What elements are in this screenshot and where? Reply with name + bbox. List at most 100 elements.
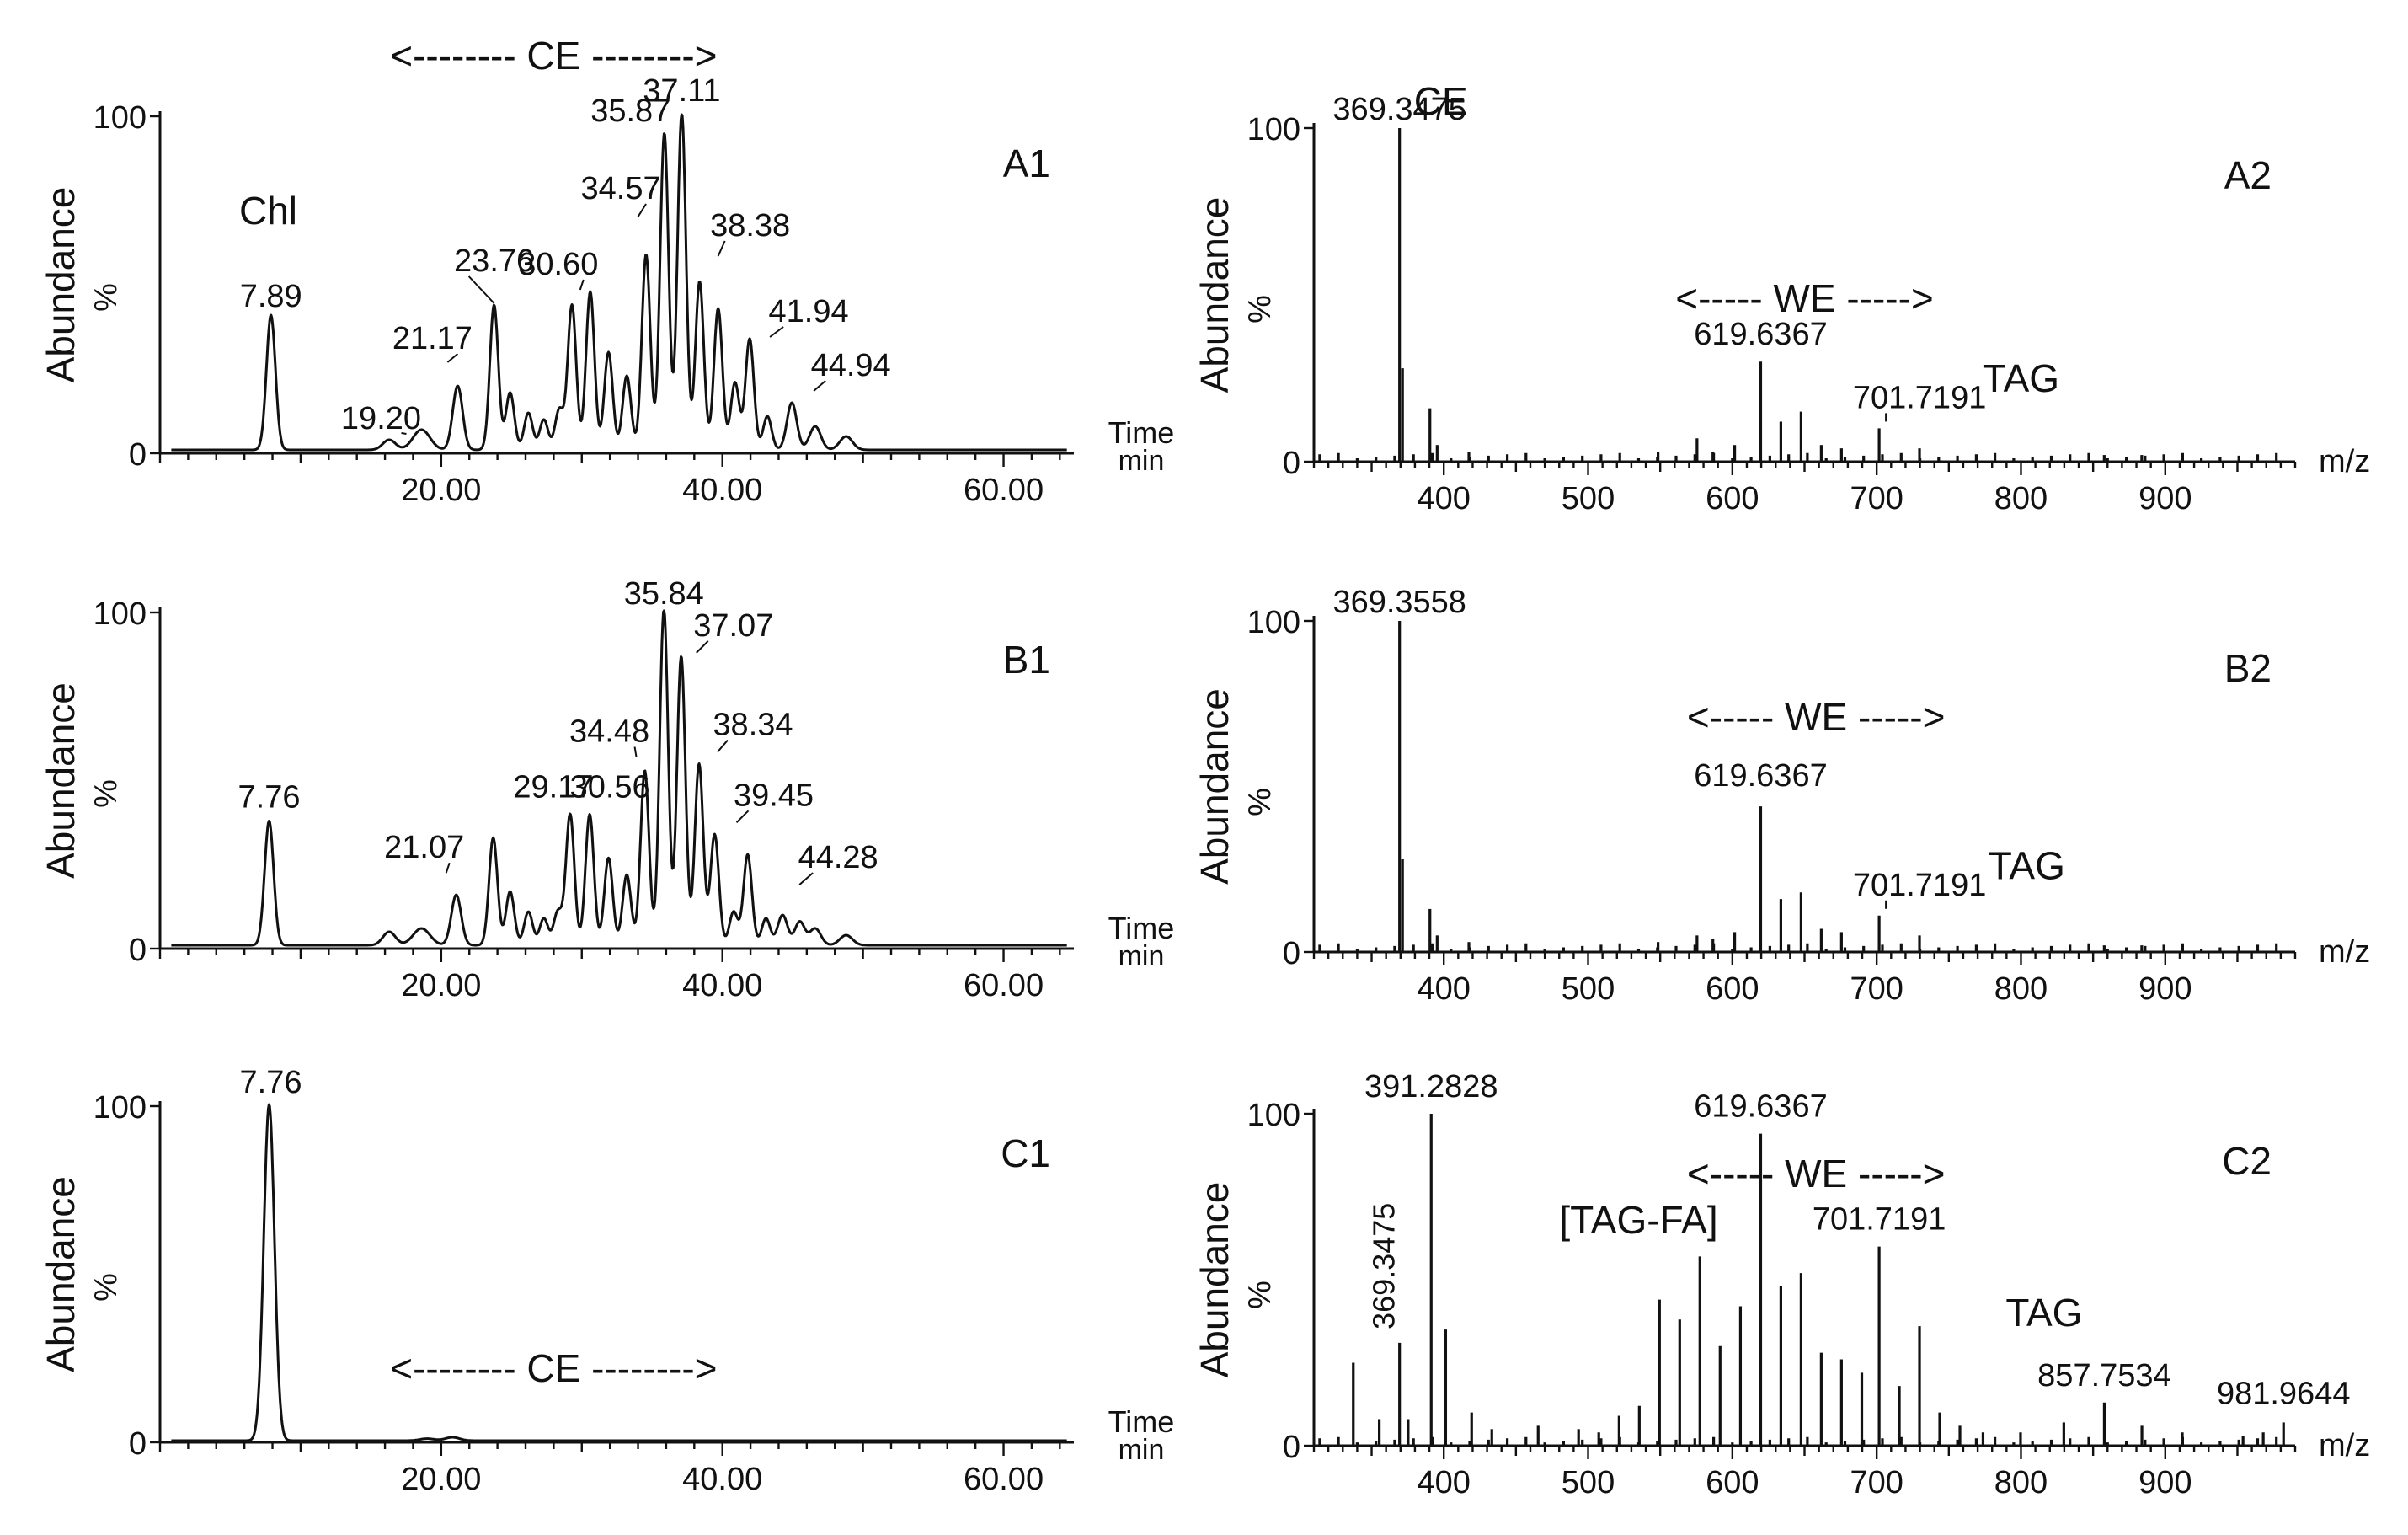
peak-label: 39.45 (734, 778, 814, 813)
peak-label: 30.60 (518, 247, 598, 282)
x-tick-label: 40.00 (682, 968, 762, 1003)
x-tick-label: 600 (1706, 971, 1759, 1007)
peak-leader-line (717, 240, 726, 257)
chromatogram-trace (170, 609, 1068, 947)
range-annotation: <----- WE -----> (1675, 276, 1934, 320)
y-tick-label: 0 (129, 933, 147, 968)
x-tick-label: 20.00 (401, 473, 481, 508)
y-axis-unit: % (1242, 295, 1278, 324)
peak-label: 23.76 (454, 243, 534, 279)
x-axis-title: m/z (2319, 934, 2370, 970)
y-tick-label: 100 (93, 596, 147, 632)
x-tick-label: 900 (2138, 1465, 2192, 1500)
x-tick-label: 600 (1706, 481, 1759, 516)
peak-leader-line (633, 746, 638, 757)
y-axis-unit: % (88, 779, 124, 808)
x-tick-label: 700 (1850, 1465, 1903, 1500)
peak-label: 37.07 (693, 608, 773, 644)
y-axis-title: Abundance (1193, 1182, 1236, 1378)
y-tick-label: 0 (1283, 446, 1300, 481)
x-tick-label: 700 (1850, 481, 1903, 516)
peak-label: 369.3475 (1332, 92, 1466, 127)
peak-leader-line (445, 862, 451, 874)
peak-leader-line (401, 432, 407, 435)
peak-label: 701.7191 (1853, 868, 1987, 903)
y-tick-label: 0 (129, 1426, 147, 1462)
peak-label: 29.17 (513, 769, 593, 805)
x-tick-label: 20.00 (401, 968, 481, 1003)
peak-leader-line (717, 739, 729, 753)
y-axis-unit: % (88, 1273, 124, 1302)
x-tick-label: 60.00 (964, 1462, 1044, 1497)
x-tick-label: 900 (2138, 481, 2192, 516)
peak-label: 21.17 (392, 321, 473, 356)
x-axis-title: m/z (2319, 444, 2370, 479)
y-tick-label: 100 (1247, 605, 1300, 640)
peak-leader-line (813, 380, 826, 392)
peak-label: 41.94 (769, 294, 849, 329)
noise-floor (1318, 452, 2278, 462)
peak-label: 369.3475 (1367, 1203, 1402, 1329)
x-tick-label: 400 (1417, 971, 1470, 1007)
peak-label: 619.6367 (1694, 758, 1828, 794)
peak-label: 21.07 (384, 830, 464, 865)
panel-c2: 0 100 400 500 600 700 800 900 Abundance % m/z C2 <--… (1193, 1069, 2370, 1500)
x-tick-label: 800 (1994, 1465, 2048, 1500)
peak-leader-line (696, 640, 709, 654)
peak-label: 7.89 (240, 279, 302, 314)
panel-label: A2 (2224, 153, 2272, 197)
x-tick-label: 20.00 (401, 1462, 481, 1497)
peak-label: 19.20 (341, 401, 421, 436)
peak-label: 701.7191 (1813, 1202, 1946, 1238)
x-tick-label: 400 (1417, 1465, 1470, 1500)
peak-label: 857.7534 (2037, 1358, 2171, 1393)
panel-a2: 0 100 400 500 600 700 800 900 Abundance % m/z A2 <--… (1193, 79, 2370, 516)
peak-label: 44.94 (811, 348, 891, 383)
peak-leader-line (579, 279, 585, 291)
text-annotation: Chl (239, 189, 297, 233)
text-annotation: TAG (1983, 356, 2059, 400)
peak-label: 7.76 (240, 1065, 302, 1100)
x-tick-label: 60.00 (964, 968, 1044, 1003)
y-axis-title: Abundance (39, 1176, 83, 1372)
peak-leader-line (735, 810, 750, 824)
y-axis-unit: % (1242, 788, 1278, 816)
panel-label: B2 (2224, 646, 2272, 690)
x-axis-title: Time (1108, 1404, 1175, 1439)
noise-floor (1318, 943, 2278, 952)
peak-label: 37.11 (643, 73, 720, 109)
peak-label: 38.38 (710, 208, 790, 243)
chromatogram-trace (170, 1103, 1068, 1442)
panel-label: C2 (2222, 1139, 2272, 1183)
x-axis-unit: min (1119, 940, 1165, 972)
y-axis-title: Abundance (39, 187, 83, 383)
y-tick-label: 100 (1247, 1098, 1300, 1133)
y-tick-label: 100 (93, 1090, 147, 1126)
peak-label: 34.48 (569, 714, 649, 750)
panel-label: C1 (1001, 1131, 1050, 1175)
x-tick-label: 500 (1562, 1465, 1615, 1500)
x-axis-unit: min (1119, 1434, 1165, 1466)
y-axis-title: Abundance (39, 682, 83, 879)
peak-label: 35.87 (590, 94, 670, 129)
peak-leader-line (798, 872, 814, 885)
x-tick-label: 900 (2138, 971, 2192, 1007)
x-tick-label: 400 (1417, 481, 1470, 516)
y-tick-label: 0 (129, 437, 147, 473)
peak-label: 44.28 (798, 840, 878, 875)
y-tick-label: 0 (1283, 1430, 1300, 1465)
x-tick-label: 40.00 (682, 473, 762, 508)
y-tick-label: 0 (1283, 936, 1300, 971)
x-tick-label: 500 (1562, 481, 1615, 516)
x-axis-title: Time (1108, 415, 1175, 450)
x-tick-label: 500 (1562, 971, 1615, 1007)
peak-label: 701.7191 (1853, 380, 1987, 415)
y-axis-unit: % (1242, 1281, 1278, 1309)
text-annotation: [TAG-FA] (1559, 1198, 1717, 1242)
range-annotation: <----- WE -----> (1687, 695, 1946, 739)
x-tick-label: 700 (1850, 971, 1903, 1007)
chromatogram-trace (170, 113, 1068, 452)
text-annotation: CE (1414, 79, 1468, 123)
